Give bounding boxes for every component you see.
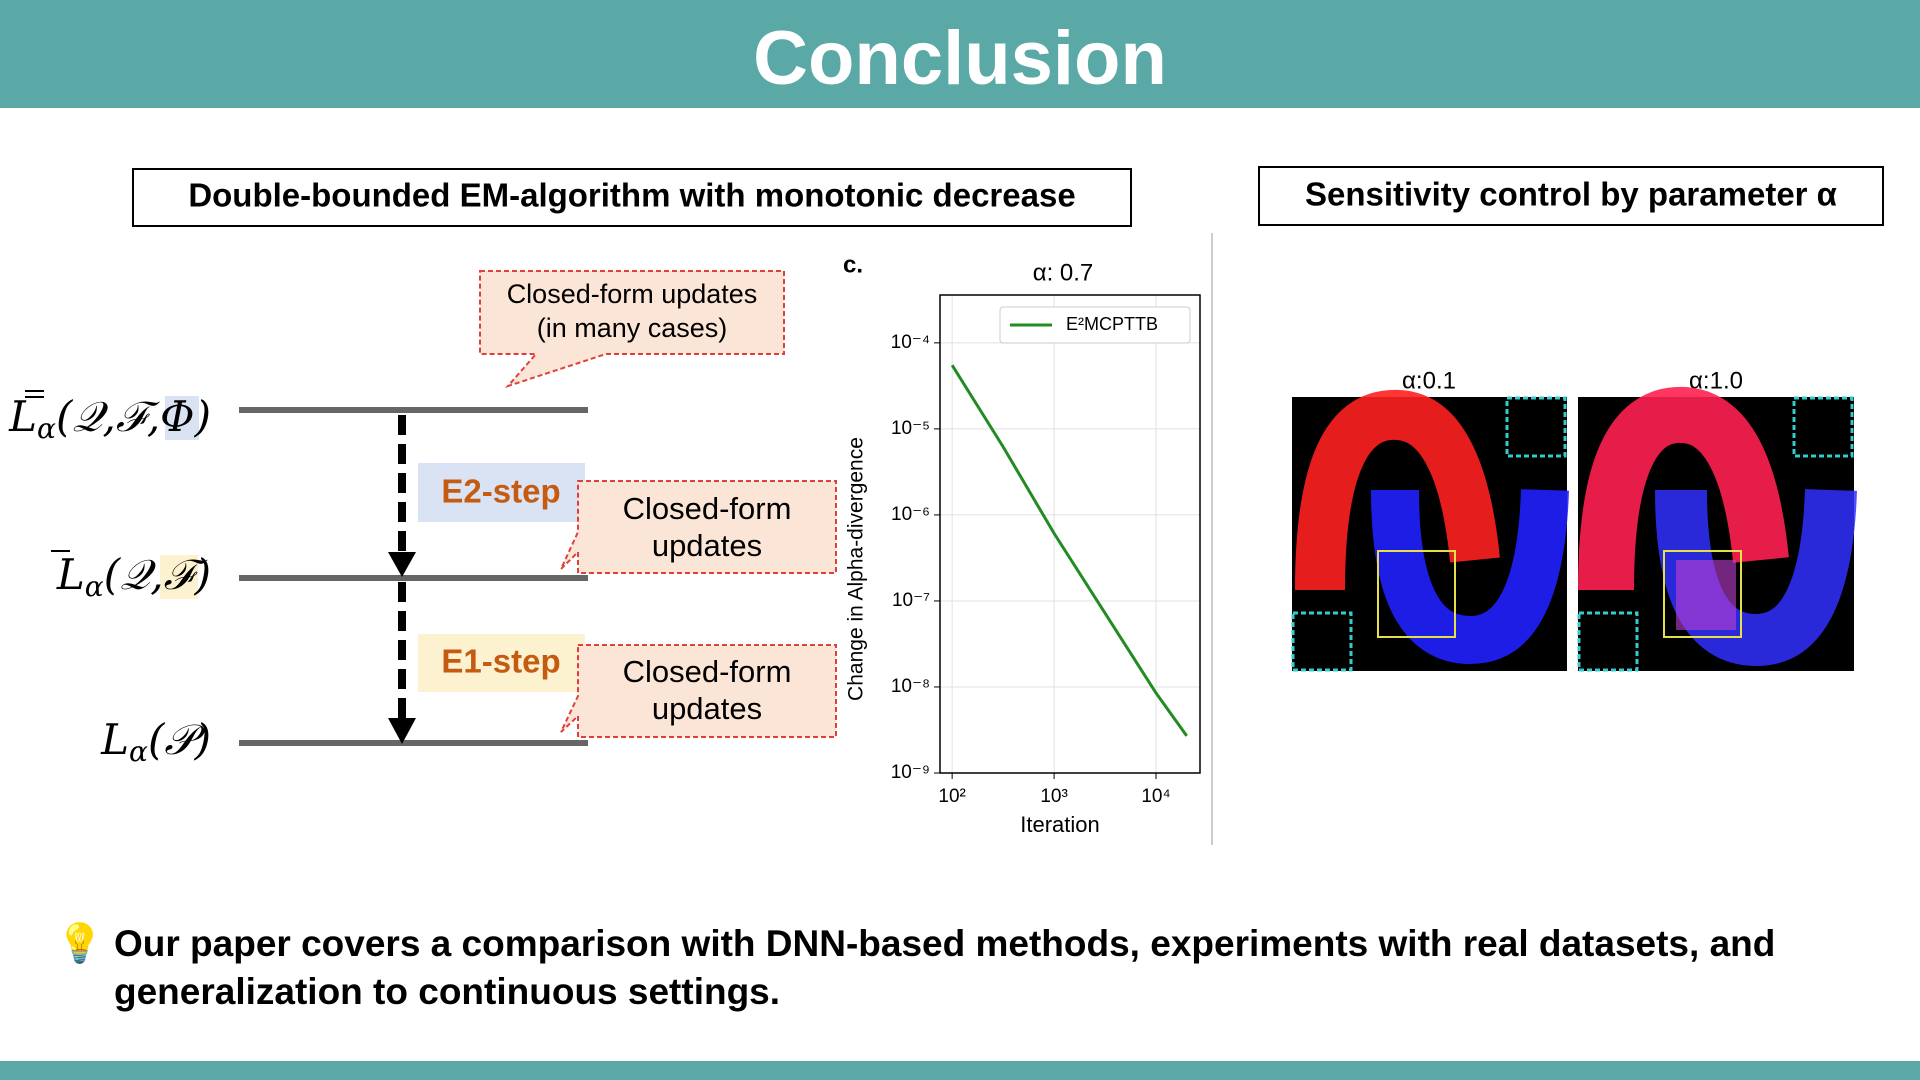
image-title: α:0.1 bbox=[1402, 367, 1456, 394]
y-tick-label: 10⁻⁵ bbox=[891, 418, 930, 439]
title-box bbox=[132, 168, 1132, 227]
panel-label: c. bbox=[843, 251, 863, 278]
panel-title: Sensitivity control by parameter α bbox=[1305, 176, 1837, 213]
image bbox=[1577, 386, 1857, 672]
plot-frame bbox=[939, 294, 1201, 774]
x-tick-label: 10³ bbox=[1040, 786, 1067, 807]
chart-title: α: 0.7 bbox=[1033, 259, 1094, 286]
y-axis-label: Change in Alpha-divergence bbox=[845, 437, 868, 701]
header-bar bbox=[0, 0, 1920, 108]
y-tick-label: 10⁻⁸ bbox=[891, 676, 930, 697]
levels bbox=[239, 407, 588, 746]
y-tick-label: 10⁻⁹ bbox=[891, 762, 930, 783]
title: Conclusion bbox=[753, 16, 1167, 101]
arrow-head bbox=[388, 552, 416, 577]
image bbox=[1291, 389, 1569, 672]
callout-text: (in many cases) bbox=[537, 313, 728, 343]
x-tick-label: 10² bbox=[938, 786, 965, 807]
y-tick-label: 10⁻⁶ bbox=[891, 504, 930, 525]
step-label: E1-step bbox=[441, 643, 560, 680]
callout bbox=[560, 480, 837, 574]
title-box bbox=[1258, 166, 1884, 226]
legend-label: E²MCPTTB bbox=[1066, 314, 1158, 334]
callouts bbox=[479, 270, 837, 738]
bulb-icon: 💡 bbox=[56, 923, 104, 965]
level-label: Lα(𝒬,ℱ) bbox=[56, 550, 211, 603]
callout-text: Closed-form bbox=[623, 654, 792, 689]
highlight bbox=[165, 396, 199, 440]
level-label: Lα(𝒬,ℱ,Φ) bbox=[8, 392, 211, 445]
callout-text: updates bbox=[652, 691, 762, 726]
step-label: E2-step bbox=[441, 473, 560, 510]
callout bbox=[479, 270, 785, 389]
legend-box bbox=[999, 306, 1191, 344]
step-box bbox=[418, 634, 585, 692]
x-axis-label: Iteration bbox=[1020, 812, 1100, 837]
y-tick-label: 10⁻⁴ bbox=[891, 332, 930, 353]
callout-text: Closed-form updates bbox=[507, 279, 758, 309]
footer-text: Our paper covers a comparison with DNN-b… bbox=[114, 923, 1776, 1012]
callout-text: Closed-form bbox=[623, 491, 792, 526]
arrow-head bbox=[388, 718, 416, 744]
panel-title: Double-bounded EM-algorithm with monoton… bbox=[188, 177, 1075, 214]
highlight bbox=[160, 555, 198, 599]
chart: 10² 10³ 10⁴ 10⁻⁴ 10⁻⁵ 10⁻⁶ 10⁻⁷ 10⁻⁸ 10⁻⁹ E²MCPTT… bbox=[891, 294, 1201, 807]
callout bbox=[560, 644, 837, 738]
x-tick-label: 10⁴ bbox=[1141, 786, 1170, 807]
callout-text: updates bbox=[652, 528, 762, 563]
footer-bar bbox=[0, 1061, 1920, 1080]
y-tick-label: 10⁻⁷ bbox=[892, 590, 930, 611]
level-label: Lα(𝒫) bbox=[100, 715, 211, 768]
step-box bbox=[418, 463, 585, 522]
series-line bbox=[950, 364, 1188, 737]
